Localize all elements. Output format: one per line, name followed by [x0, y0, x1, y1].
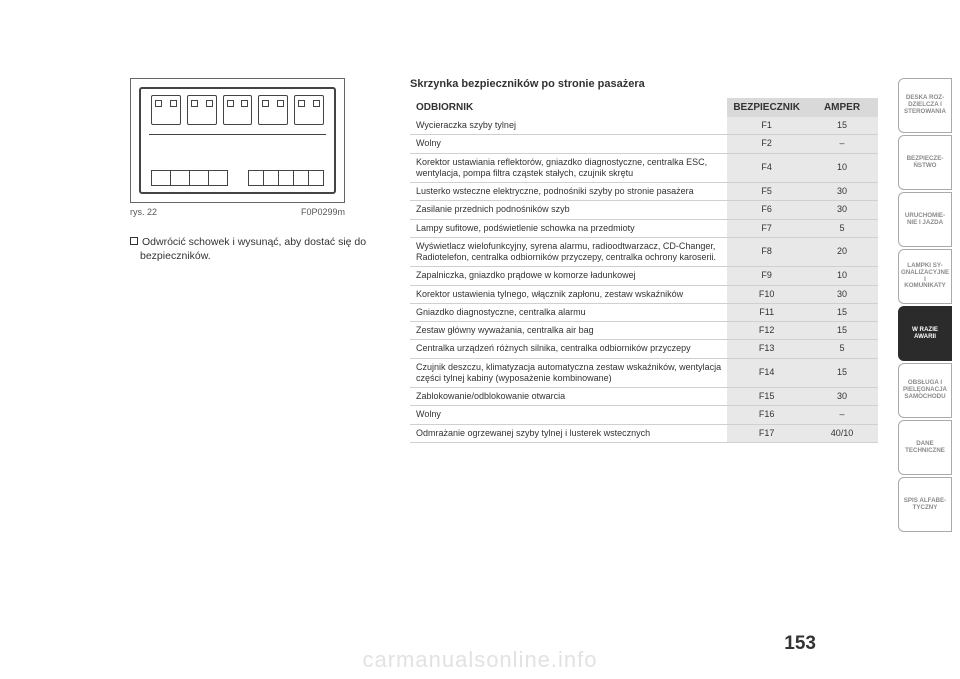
figure-code: F0P0299m — [301, 207, 345, 217]
side-tab[interactable]: LAMPKI SY- GNALIZACYJNE I KOMUNIKATY — [898, 249, 952, 304]
figure-number: rys. 22 — [130, 207, 157, 217]
table-row: Zapalniczka, gniazdko prądowe w komorze … — [410, 267, 878, 285]
table-row: Lusterko wsteczne elektryczne, podnośnik… — [410, 183, 878, 201]
cell-amp: 15 — [806, 322, 878, 340]
cell-amp: – — [806, 406, 878, 424]
cell-amp: 5 — [806, 340, 878, 358]
cell-amp: 15 — [806, 117, 878, 135]
cell-fuse: F12 — [727, 322, 806, 340]
table-row: Zestaw główny wyważania, centralka air b… — [410, 322, 878, 340]
cell-amp: 40/10 — [806, 424, 878, 442]
cell-amp: 30 — [806, 201, 878, 219]
cell-fuse: F16 — [727, 406, 806, 424]
cell-fuse: F2 — [727, 135, 806, 153]
table-row: Zasilanie przednich podnośników szybF630 — [410, 201, 878, 219]
cell-desc: Zasilanie przednich podnośników szyb — [410, 201, 727, 219]
cell-desc: Korektor ustawienia tylnego, włącznik za… — [410, 285, 727, 303]
cell-desc: Odmrażanie ogrzewanej szyby tylnej i lus… — [410, 424, 727, 442]
cell-desc: Wyświetlacz wielofunkcyjny, syrena alarm… — [410, 237, 727, 267]
table-row: Wycieraczka szyby tylnejF115 — [410, 117, 878, 135]
col-header-fuse: BEZPIECZNIK — [727, 98, 806, 117]
cell-fuse: F17 — [727, 424, 806, 442]
cell-desc: Zestaw główny wyważania, centralka air b… — [410, 322, 727, 340]
side-tab[interactable]: SPIS ALFABE- TYCZNY — [898, 477, 952, 532]
cell-desc: Czujnik deszczu, klimatyzacja automatycz… — [410, 358, 727, 388]
cell-fuse: F7 — [727, 219, 806, 237]
cell-amp: 10 — [806, 153, 878, 183]
cell-amp: – — [806, 135, 878, 153]
table-row: WolnyF16– — [410, 406, 878, 424]
table-row: Korektor ustawienia tylnego, włącznik za… — [410, 285, 878, 303]
side-tab[interactable]: URUCHOMIE- NIE I JAZDA — [898, 192, 952, 247]
left-column: rys. 22 F0P0299m Odwrócić schowek i wysu… — [130, 78, 380, 659]
side-tab[interactable]: BEZPIECZE- ŃSTWO — [898, 135, 952, 190]
table-row: Korektor ustawiania reflektorów, gniazdk… — [410, 153, 878, 183]
cell-desc: Zapalniczka, gniazdko prądowe w komorze … — [410, 267, 727, 285]
col-header-amp: AMPER — [806, 98, 878, 117]
cell-desc: Korektor ustawiania reflektorów, gniazdk… — [410, 153, 727, 183]
cell-fuse: F14 — [727, 358, 806, 388]
cell-amp: 30 — [806, 285, 878, 303]
cell-amp: 30 — [806, 183, 878, 201]
side-tab[interactable]: W RAZIE AWARII — [898, 306, 952, 361]
cell-fuse: F9 — [727, 267, 806, 285]
bullet-marker-icon — [130, 237, 138, 245]
side-tab[interactable]: DESKA ROZ- DZIELCZA I STEROWANIA — [898, 78, 952, 133]
table-header-row: ODBIORNIK BEZPIECZNIK AMPER — [410, 98, 878, 117]
table-row: Centralka urządzeń różnych silnika, cent… — [410, 340, 878, 358]
cell-fuse: F11 — [727, 303, 806, 321]
cell-amp: 5 — [806, 219, 878, 237]
table-row: Lampy sufitowe, podświetlenie schowka na… — [410, 219, 878, 237]
table-row: Odmrażanie ogrzewanej szyby tylnej i lus… — [410, 424, 878, 442]
side-tab[interactable]: OBSŁUGA I PIELĘGNACJA SAMOCHODU — [898, 363, 952, 418]
cell-desc: Centralka urządzeń różnych silnika, cent… — [410, 340, 727, 358]
fuse-table: ODBIORNIK BEZPIECZNIK AMPER Wycieraczka … — [410, 98, 878, 443]
cell-desc: Wolny — [410, 135, 727, 153]
cell-desc: Wolny — [410, 406, 727, 424]
fuse-panel-drawing — [139, 87, 336, 194]
content-area: rys. 22 F0P0299m Odwrócić schowek i wysu… — [0, 0, 898, 679]
side-tabs: DESKA ROZ- DZIELCZA I STEROWANIABEZPIECZ… — [898, 0, 960, 679]
figure-caption: rys. 22 F0P0299m — [130, 207, 345, 217]
cell-amp: 30 — [806, 388, 878, 406]
right-column: Skrzynka bezpieczników po stronie pasaże… — [410, 78, 878, 659]
cell-fuse: F5 — [727, 183, 806, 201]
table-row: Gniazdko diagnostyczne, centralka alarmu… — [410, 303, 878, 321]
table-row: WolnyF2– — [410, 135, 878, 153]
side-tab[interactable]: DANE TECHNICZNE — [898, 420, 952, 475]
cell-desc: Zablokowanie/odblokowanie otwarcia — [410, 388, 727, 406]
table-title: Skrzynka bezpieczników po stronie pasaże… — [410, 78, 878, 90]
cell-desc: Wycieraczka szyby tylnej — [410, 117, 727, 135]
cell-fuse: F8 — [727, 237, 806, 267]
fuse-box-figure — [130, 78, 345, 203]
cell-amp: 10 — [806, 267, 878, 285]
cell-fuse: F10 — [727, 285, 806, 303]
table-row: Czujnik deszczu, klimatyzacja automatycz… — [410, 358, 878, 388]
cell-amp: 15 — [806, 303, 878, 321]
col-header-receiver: ODBIORNIK — [410, 98, 727, 117]
cell-desc: Lusterko wsteczne elektryczne, podnośnik… — [410, 183, 727, 201]
instruction-content: Odwrócić schowek i wysunąć, aby dostać s… — [140, 236, 366, 262]
cell-desc: Gniazdko diagnostyczne, centralka alarmu — [410, 303, 727, 321]
instruction-text: Odwrócić schowek i wysunąć, aby dostać s… — [130, 235, 380, 263]
page: rys. 22 F0P0299m Odwrócić schowek i wysu… — [0, 0, 960, 679]
cell-amp: 15 — [806, 358, 878, 388]
cell-fuse: F15 — [727, 388, 806, 406]
page-number: 153 — [784, 633, 816, 655]
cell-fuse: F13 — [727, 340, 806, 358]
table-row: Wyświetlacz wielofunkcyjny, syrena alarm… — [410, 237, 878, 267]
cell-desc: Lampy sufitowe, podświetlenie schowka na… — [410, 219, 727, 237]
table-row: Zablokowanie/odblokowanie otwarciaF1530 — [410, 388, 878, 406]
cell-fuse: F4 — [727, 153, 806, 183]
cell-amp: 20 — [806, 237, 878, 267]
cell-fuse: F6 — [727, 201, 806, 219]
cell-fuse: F1 — [727, 117, 806, 135]
